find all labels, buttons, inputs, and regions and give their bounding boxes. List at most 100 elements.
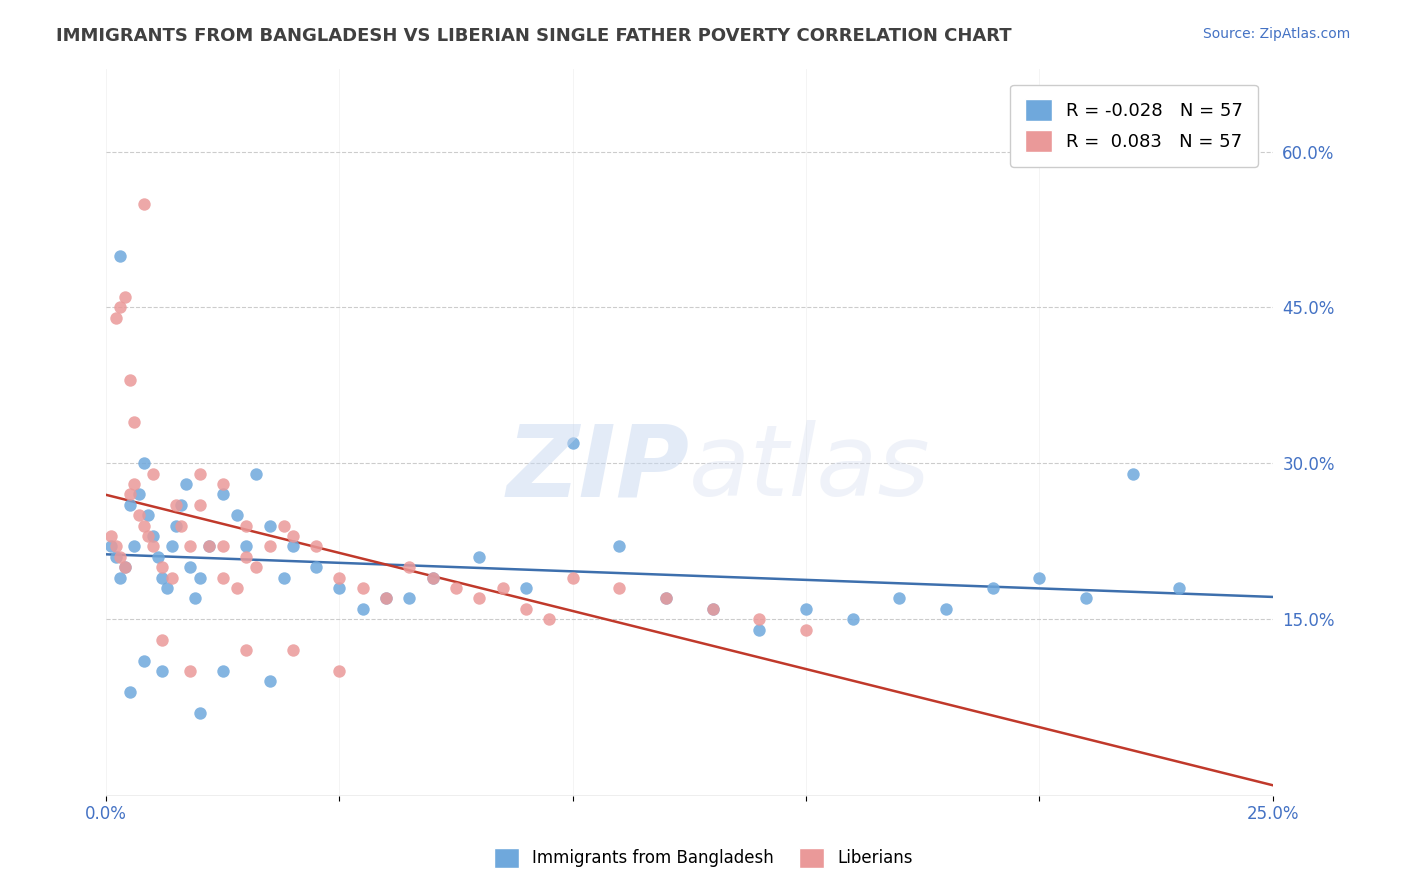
Point: [889, 591, 911, 606]
Point: [468, 591, 491, 606]
Point: [468, 549, 491, 564]
Point: [156, 581, 179, 595]
Point: [114, 560, 136, 574]
Point: [142, 540, 165, 554]
Point: [198, 540, 221, 554]
Point: [981, 581, 1004, 595]
Point: [132, 456, 155, 470]
Point: [150, 632, 173, 647]
Point: [235, 518, 257, 533]
Point: [273, 518, 295, 533]
Point: [328, 664, 350, 678]
Point: [128, 508, 150, 523]
Point: [235, 643, 257, 657]
Point: [1168, 581, 1191, 595]
Point: [748, 623, 770, 637]
Point: [748, 612, 770, 626]
Point: [212, 571, 235, 585]
Point: [352, 601, 374, 615]
Point: [132, 196, 155, 211]
Point: [259, 518, 281, 533]
Point: [561, 435, 583, 450]
Point: [212, 487, 235, 501]
Point: [609, 540, 631, 554]
Point: [179, 664, 201, 678]
Point: [328, 571, 350, 585]
Point: [136, 508, 159, 523]
Point: [235, 549, 257, 564]
Point: [165, 498, 187, 512]
Point: [375, 591, 398, 606]
Point: [1122, 467, 1144, 481]
Point: [110, 301, 132, 315]
Point: [375, 591, 398, 606]
Point: [352, 581, 374, 595]
Point: [245, 467, 267, 481]
Point: [1074, 591, 1097, 606]
Point: [165, 518, 187, 533]
Point: [179, 560, 201, 574]
Point: [100, 540, 122, 554]
Point: [110, 248, 132, 262]
Point: [110, 549, 132, 564]
Point: [841, 612, 863, 626]
Point: [174, 477, 197, 491]
Point: [136, 529, 159, 543]
Text: IMMIGRANTS FROM BANGLADESH VS LIBERIAN SINGLE FATHER POVERTY CORRELATION CHART: IMMIGRANTS FROM BANGLADESH VS LIBERIAN S…: [56, 27, 1012, 45]
Point: [150, 560, 173, 574]
Legend: R = -0.028   N = 57, R =  0.083   N = 57: R = -0.028 N = 57, R = 0.083 N = 57: [1011, 85, 1258, 167]
Point: [935, 601, 957, 615]
Point: [146, 549, 169, 564]
Point: [794, 623, 817, 637]
Point: [225, 581, 247, 595]
Point: [398, 560, 420, 574]
Point: [142, 529, 165, 543]
Point: [179, 540, 201, 554]
Point: [198, 540, 221, 554]
Legend: Immigrants from Bangladesh, Liberians: Immigrants from Bangladesh, Liberians: [486, 841, 920, 875]
Point: [515, 601, 537, 615]
Point: [515, 581, 537, 595]
Point: [281, 540, 304, 554]
Point: [794, 601, 817, 615]
Point: [122, 415, 145, 429]
Point: [122, 540, 145, 554]
Point: [702, 601, 724, 615]
Point: [118, 373, 141, 387]
Point: [702, 601, 724, 615]
Point: [170, 498, 193, 512]
Point: [188, 571, 211, 585]
Text: Source: ZipAtlas.com: Source: ZipAtlas.com: [1202, 27, 1350, 41]
Point: [1028, 571, 1050, 585]
Point: [160, 571, 183, 585]
Point: [305, 560, 328, 574]
Point: [142, 467, 165, 481]
Point: [150, 571, 173, 585]
Point: [212, 664, 235, 678]
Point: [281, 529, 304, 543]
Point: [118, 685, 141, 699]
Point: [114, 290, 136, 304]
Point: [609, 581, 631, 595]
Point: [259, 674, 281, 689]
Point: [132, 654, 155, 668]
Point: [212, 477, 235, 491]
Point: [305, 540, 328, 554]
Point: [118, 487, 141, 501]
Point: [225, 508, 247, 523]
Point: [538, 612, 561, 626]
Point: [328, 581, 350, 595]
Point: [104, 549, 127, 564]
Point: [128, 487, 150, 501]
Point: [132, 518, 155, 533]
Point: [422, 571, 444, 585]
Point: [188, 498, 211, 512]
Point: [114, 560, 136, 574]
Point: [160, 540, 183, 554]
Point: [422, 571, 444, 585]
Text: atlas: atlas: [689, 420, 931, 517]
Point: [444, 581, 467, 595]
Point: [398, 591, 420, 606]
Point: [235, 540, 257, 554]
Point: [118, 498, 141, 512]
